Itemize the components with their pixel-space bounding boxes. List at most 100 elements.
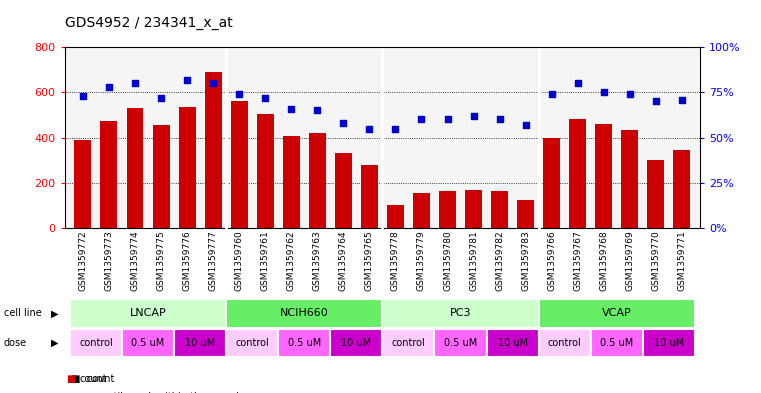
- Bar: [330, 329, 382, 357]
- Text: 0.5 uM: 0.5 uM: [132, 338, 164, 348]
- Bar: [231, 101, 247, 228]
- Bar: [309, 133, 326, 228]
- Text: GSM1359770: GSM1359770: [651, 230, 661, 291]
- Text: GSM1359769: GSM1359769: [626, 230, 635, 291]
- Bar: [591, 329, 643, 357]
- Bar: [435, 329, 486, 357]
- Text: GSM1359779: GSM1359779: [417, 230, 426, 291]
- Text: GSM1359776: GSM1359776: [183, 230, 192, 291]
- Point: [467, 113, 479, 119]
- Text: LNCAP: LNCAP: [129, 309, 167, 318]
- Text: GSM1359774: GSM1359774: [130, 230, 139, 291]
- Point: [103, 84, 115, 90]
- Text: ■: ■: [66, 374, 75, 384]
- Bar: [179, 107, 196, 228]
- Text: GSM1359772: GSM1359772: [78, 230, 88, 291]
- Text: 10 uM: 10 uM: [498, 338, 527, 348]
- Point: [676, 96, 688, 103]
- Bar: [595, 124, 613, 228]
- Text: GSM1359764: GSM1359764: [339, 230, 348, 291]
- Text: 0.5 uM: 0.5 uM: [600, 338, 633, 348]
- Point: [650, 98, 662, 105]
- Bar: [383, 329, 435, 357]
- Text: GSM1359781: GSM1359781: [469, 230, 478, 291]
- Text: dose: dose: [4, 338, 27, 348]
- Text: ▶: ▶: [51, 338, 59, 348]
- Bar: [205, 72, 221, 228]
- Text: GSM1359768: GSM1359768: [599, 230, 608, 291]
- Bar: [539, 299, 695, 328]
- Text: GSM1359767: GSM1359767: [573, 230, 582, 291]
- Text: GSM1359782: GSM1359782: [495, 230, 504, 291]
- Bar: [569, 119, 586, 228]
- Point: [77, 93, 89, 99]
- Bar: [413, 193, 430, 228]
- Point: [181, 77, 193, 83]
- Point: [233, 91, 245, 97]
- Text: control: control: [392, 338, 425, 348]
- Bar: [387, 205, 404, 228]
- Bar: [439, 191, 456, 228]
- Text: ▶: ▶: [51, 309, 59, 318]
- Text: GSM1359771: GSM1359771: [677, 230, 686, 291]
- Point: [493, 116, 505, 123]
- Point: [390, 125, 402, 132]
- Bar: [517, 200, 534, 228]
- Text: ■: ■: [66, 392, 75, 393]
- Point: [416, 116, 428, 123]
- Bar: [465, 189, 482, 228]
- Text: GSM1359762: GSM1359762: [287, 230, 296, 291]
- Text: ■  count: ■ count: [65, 374, 114, 384]
- Text: control: control: [548, 338, 581, 348]
- Bar: [621, 130, 638, 228]
- Point: [207, 80, 219, 86]
- Text: 0.5 uM: 0.5 uM: [444, 338, 477, 348]
- Text: GSM1359765: GSM1359765: [365, 230, 374, 291]
- Point: [441, 116, 454, 123]
- Bar: [361, 165, 378, 228]
- Text: 0.5 uM: 0.5 uM: [288, 338, 321, 348]
- Text: GSM1359761: GSM1359761: [261, 230, 269, 291]
- Point: [129, 80, 141, 86]
- Text: GSM1359773: GSM1359773: [104, 230, 113, 291]
- Point: [285, 105, 298, 112]
- Text: GSM1359783: GSM1359783: [521, 230, 530, 291]
- Text: GSM1359775: GSM1359775: [157, 230, 166, 291]
- Bar: [643, 329, 695, 357]
- Bar: [126, 108, 144, 228]
- Bar: [70, 329, 122, 357]
- Text: GSM1359760: GSM1359760: [234, 230, 244, 291]
- Point: [363, 125, 375, 132]
- Text: control: control: [79, 338, 113, 348]
- Point: [337, 120, 349, 126]
- Text: NCIH660: NCIH660: [280, 309, 329, 318]
- Text: 10 uM: 10 uM: [654, 338, 684, 348]
- Text: percentile rank within the sample: percentile rank within the sample: [80, 392, 245, 393]
- Text: PC3: PC3: [450, 309, 471, 318]
- Bar: [226, 299, 382, 328]
- Bar: [539, 329, 591, 357]
- Bar: [279, 329, 330, 357]
- Text: GSM1359763: GSM1359763: [313, 230, 322, 291]
- Bar: [70, 299, 226, 328]
- Text: count: count: [80, 374, 107, 384]
- Text: GSM1359780: GSM1359780: [443, 230, 452, 291]
- Text: GSM1359777: GSM1359777: [209, 230, 218, 291]
- Bar: [100, 121, 117, 228]
- Bar: [256, 114, 274, 228]
- Bar: [673, 150, 690, 228]
- Point: [624, 91, 636, 97]
- Point: [597, 89, 610, 95]
- Bar: [122, 329, 174, 357]
- Bar: [283, 136, 300, 228]
- Bar: [226, 329, 279, 357]
- Text: 10 uM: 10 uM: [341, 338, 371, 348]
- Point: [572, 80, 584, 86]
- Bar: [648, 160, 664, 228]
- Text: GDS4952 / 234341_x_at: GDS4952 / 234341_x_at: [65, 16, 232, 30]
- Bar: [174, 329, 226, 357]
- Text: control: control: [235, 338, 269, 348]
- Bar: [491, 191, 508, 228]
- Point: [546, 91, 558, 97]
- Text: GSM1359778: GSM1359778: [391, 230, 400, 291]
